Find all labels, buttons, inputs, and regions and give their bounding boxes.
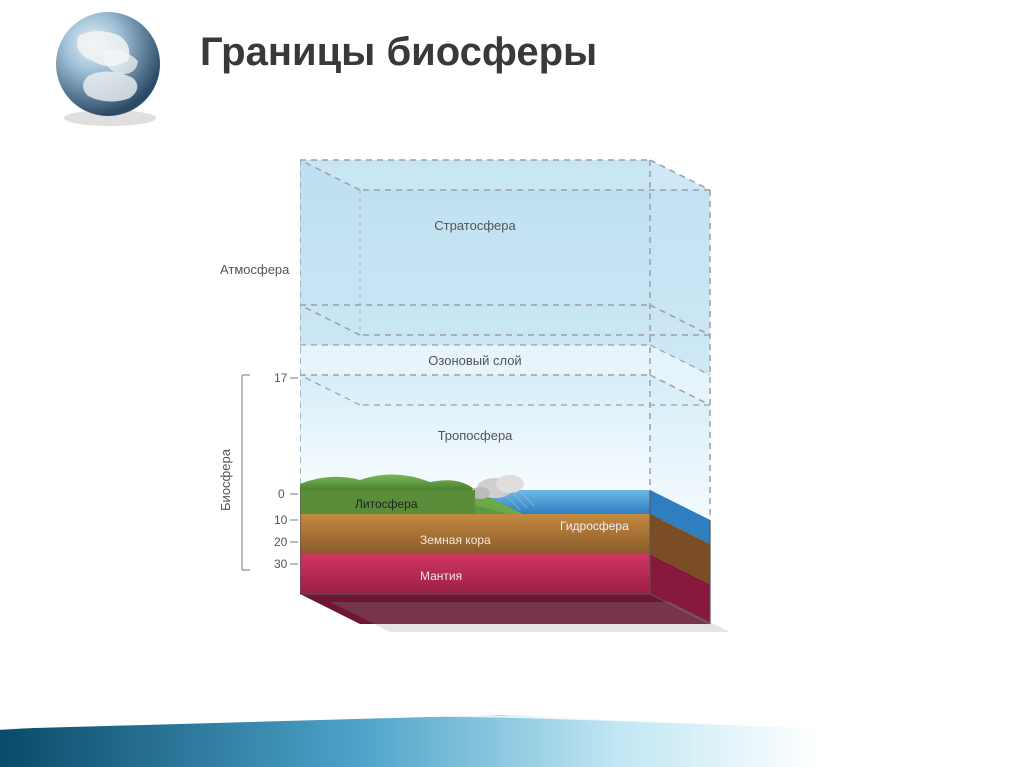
biosphere-label: Биосфера [218, 448, 233, 511]
tick-0: 0 [278, 487, 285, 501]
atmosphere-label: Атмосфера [220, 262, 290, 277]
footer-gradient [0, 707, 1024, 767]
ozone-label: Озоновый слой [428, 353, 521, 368]
lithosphere-label: Литосфера [355, 497, 418, 511]
stratosphere-label: Стратосфера [434, 218, 516, 233]
axis-labels: Атмосфера 17 Биосфера 0 10 20 30 [180, 150, 300, 660]
tick-30: 30 [274, 557, 288, 571]
tick-20: 20 [274, 535, 288, 549]
mantle-label: Мантия [420, 569, 462, 583]
biosphere-diagram: Стратосфера Озоновый слой Тропосфера Лит… [300, 150, 740, 660]
globe-image [48, 6, 168, 126]
tick-17: 17 [274, 371, 288, 385]
troposphere-label: Тропосфера [438, 428, 514, 443]
tick-10: 10 [274, 513, 288, 527]
page-title: Границы биосферы [200, 30, 597, 75]
crust-label: Земная кора [420, 533, 491, 547]
hydrosphere-label: Гидросфера [560, 519, 629, 533]
